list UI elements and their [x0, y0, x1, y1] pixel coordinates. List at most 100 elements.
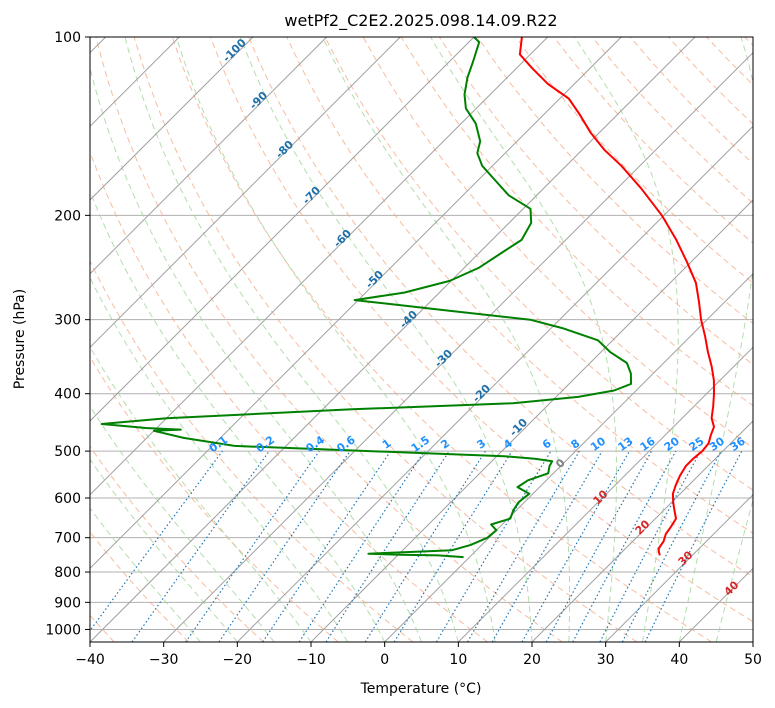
y-tick-label: 800: [54, 565, 81, 581]
isotherm-line: [310, 199, 753, 642]
dry-adiabat: [90, 445, 264, 642]
moist-adiabat: [574, 37, 679, 642]
isotherm-label: -60: [331, 227, 354, 250]
isotherm-label: -90: [247, 89, 270, 112]
mixing-ratio-line: [131, 450, 270, 642]
dewpoint-line: [100, 37, 632, 559]
moist-adiabat: [239, 37, 533, 642]
moist-adiabat: [90, 345, 312, 642]
dry-adiabat: [171, 37, 712, 642]
isotherm-label-warm: 20: [633, 517, 653, 537]
mixing-ratio-line: [466, 450, 580, 642]
x-tick-label: −40: [75, 652, 105, 668]
y-tick-label: 300: [54, 313, 81, 329]
isotherm-label: -40: [397, 308, 420, 331]
mixing-ratio-line: [218, 450, 351, 642]
dry-adiabat: [286, 37, 753, 534]
y-axis-label: Pressure (hPa): [12, 289, 28, 389]
dry-adiabat: [90, 531, 190, 642]
mixing-ratio-line: [521, 450, 631, 642]
mixing-ratio-label: 3: [475, 437, 489, 452]
isotherm-label: -50: [363, 268, 386, 291]
x-tick-label: 40: [670, 652, 688, 668]
chart-title: wetPf2_C2E2.2025.098.14.09.R22: [284, 11, 557, 31]
isotherm-line: [90, 37, 475, 422]
mixing-ratio-line: [262, 450, 392, 642]
isotherm-line: [384, 272, 753, 642]
mixing-ratio-line: [325, 450, 450, 642]
profile-series: [100, 37, 715, 559]
temperature-line: [518, 37, 715, 556]
moist-adiabat: [90, 507, 201, 642]
x-tick-label: −10: [296, 652, 326, 668]
mixing-ratio-label: 2: [438, 437, 452, 452]
dry-adiabat: [706, 37, 753, 86]
isotherm-label: -80: [273, 138, 296, 161]
mixing-ratio-label: 0.4: [304, 433, 328, 455]
mixing-ratio-line: [644, 450, 743, 642]
y-axis-ticks: 100 200 300 400 500 600 700 800 900 1000: [45, 30, 90, 638]
y-tick-label: 400: [54, 387, 81, 403]
mixing-ratio-line: [572, 450, 677, 642]
dry-adiabat: [324, 37, 753, 491]
x-tick-label: 0: [380, 652, 389, 668]
isotherm-line: [752, 641, 753, 642]
isotherm-label: -100: [220, 36, 249, 65]
isotherm-label-warm: 40: [722, 578, 742, 598]
x-tick-label: 50: [744, 652, 762, 668]
dry-adiabat: [95, 37, 563, 642]
isotherm-label-warm: 10: [591, 487, 611, 507]
isotherm-line: [90, 37, 328, 275]
mixing-ratio-label: 0.1: [207, 433, 230, 455]
mixing-ratio-line: [435, 450, 552, 642]
x-tick-label: 30: [597, 652, 615, 668]
isotherm-zero-label: 0: [553, 456, 568, 471]
mixing-ratio-line: [298, 450, 425, 642]
moist-adiabat: [90, 189, 386, 642]
y-tick-label: 900: [54, 595, 81, 611]
dry-adiabat: [133, 37, 638, 642]
dry-adiabat: [248, 37, 753, 578]
moist-adiabat: [678, 37, 753, 642]
moist-adiabat: [175, 37, 496, 642]
mixing-ratio-line: [393, 450, 513, 642]
moist-adiabat: [322, 37, 571, 642]
mixing-ratio-label: 1: [380, 437, 394, 452]
plot-area: 0.1 0.2 0.4 0.6 1 1.5 2 3 4 6 8 10 13 16 20 25 30 36-100-…: [90, 36, 753, 642]
moist-adiabat: [124, 37, 459, 642]
mixing-ratio-line: [90, 450, 223, 632]
dry-adiabat: [744, 37, 753, 47]
isotherms: [90, 37, 753, 642]
isotherm-line: [90, 37, 696, 642]
moist-adiabat: [90, 65, 422, 642]
isotherm-line: [90, 37, 254, 201]
y-tick-label: 1000: [45, 622, 81, 638]
mixing-ratio-line: [545, 450, 653, 642]
mixing-ratio-line: [599, 450, 702, 642]
y-tick-label: 200: [54, 208, 81, 224]
mixing-ratio-label: 8: [569, 437, 583, 452]
isotherm-label: -10: [507, 416, 530, 439]
isotherm-line: [163, 51, 753, 642]
dry-adiabats: [90, 37, 753, 642]
y-tick-label: 600: [54, 491, 81, 507]
moist-adiabat: [430, 37, 617, 642]
x-tick-label: −20: [223, 652, 253, 668]
y-tick-label: 700: [54, 531, 81, 547]
isotherm-label: -20: [470, 382, 493, 405]
x-tick-label: 20: [523, 652, 541, 668]
isotherm-label-warm: 30: [676, 548, 696, 568]
moist-adiabat: [715, 498, 753, 642]
isotherm-line: [531, 420, 753, 642]
dry-adiabat: [90, 356, 339, 642]
mixing-ratio-lines: [90, 450, 743, 642]
dry-adiabat: [210, 37, 753, 623]
isotherm-label: -70: [300, 184, 323, 207]
isotherm-line: [90, 37, 549, 496]
x-axis-ticks: −40 −30 −20 −10 0 10 20 30 40 50: [75, 642, 762, 668]
isotherm-line: [605, 493, 753, 642]
mixing-ratio-label: 6: [540, 437, 554, 452]
y-tick-label: 100: [54, 30, 81, 46]
isotherm-line: [236, 125, 753, 642]
